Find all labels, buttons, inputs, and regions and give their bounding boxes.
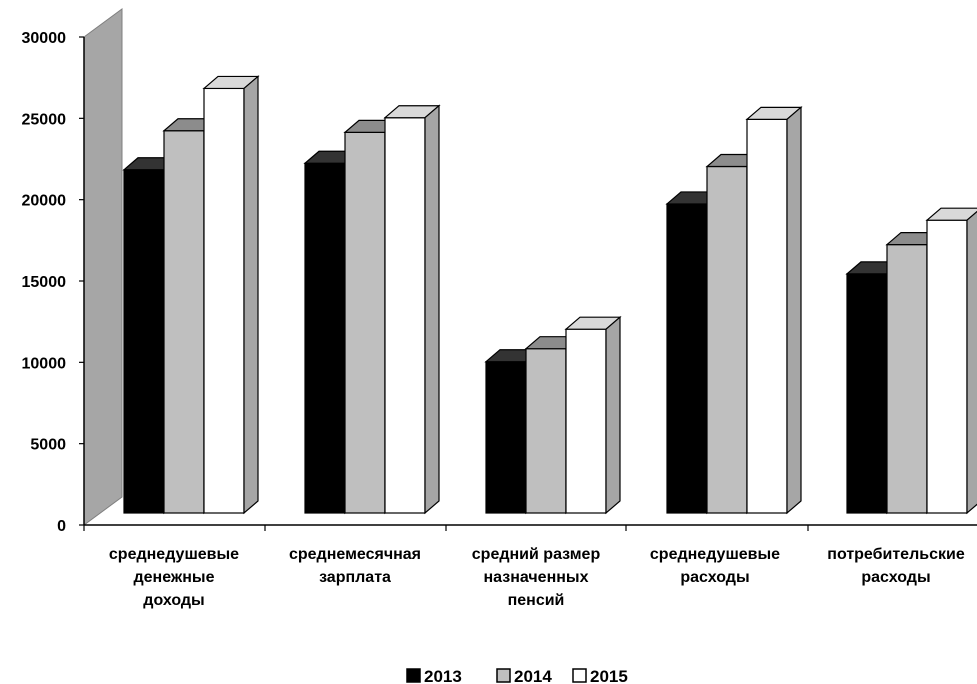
- category-label: среднемесячная зарплата: [289, 546, 421, 586]
- y-tick-labels: 0 5000 10000 15000 20000 25000 30000: [22, 30, 67, 535]
- category-label-line: расходы: [861, 569, 930, 586]
- bar-2015-1: [204, 76, 258, 513]
- legend-swatch-2015: [573, 669, 586, 682]
- category-label-line: среднемесячная: [289, 546, 421, 563]
- category-labels: среднедушевые денежные доходы среднемесячна…: [109, 546, 965, 609]
- bar-2015-4: [747, 107, 801, 513]
- category-label-line: потребительские: [827, 546, 965, 563]
- bar-front: [164, 131, 204, 513]
- y-tick-label: 30000: [22, 30, 67, 47]
- bar-2015-2: [385, 106, 439, 513]
- y-tick-label: 15000: [22, 274, 67, 291]
- bar-front: [707, 167, 747, 513]
- bar-front: [124, 170, 164, 513]
- category-label-line: назначенных: [484, 569, 589, 586]
- category-label-line: денежные: [134, 569, 215, 586]
- bar-front: [385, 118, 425, 513]
- category-label-line: зарплата: [319, 569, 391, 586]
- bar-side: [425, 106, 439, 513]
- category-label-line: среднедушевые: [650, 546, 780, 563]
- category-label-line: пенсий: [508, 592, 565, 609]
- legend-swatch-2013: [407, 669, 420, 682]
- bar-side: [244, 76, 258, 513]
- y-tick-label: 5000: [30, 437, 66, 454]
- bar-front: [887, 245, 927, 513]
- back-wall: [84, 9, 122, 525]
- category-label: среднедушевые расходы: [650, 546, 780, 586]
- bar-front: [847, 274, 887, 513]
- y-tick-label: 20000: [22, 193, 67, 210]
- y-tick-label: 0: [57, 518, 66, 535]
- bar-side: [787, 107, 801, 513]
- bar-side: [606, 317, 620, 513]
- legend-label-2014: 2014: [514, 667, 552, 684]
- category-label-line: среднедушевые: [109, 546, 239, 563]
- legend-swatch-2014: [497, 669, 510, 682]
- bar-front: [747, 119, 787, 513]
- category-label: среднедушевые денежные доходы: [109, 546, 239, 609]
- bar-front: [486, 362, 526, 513]
- legend-label-2013: 2013: [424, 667, 462, 684]
- bar-front: [667, 204, 707, 513]
- bar-front: [526, 349, 566, 513]
- y-tick-label: 25000: [22, 111, 67, 128]
- y-tick-label: 10000: [22, 355, 67, 372]
- category-label: средний размер назначенных пенсий: [472, 546, 601, 609]
- bar-front: [566, 329, 606, 513]
- legend: 2013 2014 2015: [407, 667, 628, 684]
- bar-2015-3: [566, 317, 620, 513]
- bar-front: [204, 88, 244, 513]
- bar-front: [345, 132, 385, 513]
- category-label: потребительские расходы: [827, 546, 965, 586]
- bar-front: [927, 220, 967, 513]
- side-wall: [84, 9, 122, 525]
- legend-label-2015: 2015: [590, 667, 628, 684]
- bar-2015-5: [927, 208, 977, 513]
- category-label-line: расходы: [680, 569, 749, 586]
- category-label-line: доходы: [143, 592, 204, 609]
- category-label-line: средний размер: [472, 546, 601, 563]
- bar-side: [967, 208, 977, 513]
- bar-front: [305, 163, 345, 513]
- bars: [124, 76, 977, 513]
